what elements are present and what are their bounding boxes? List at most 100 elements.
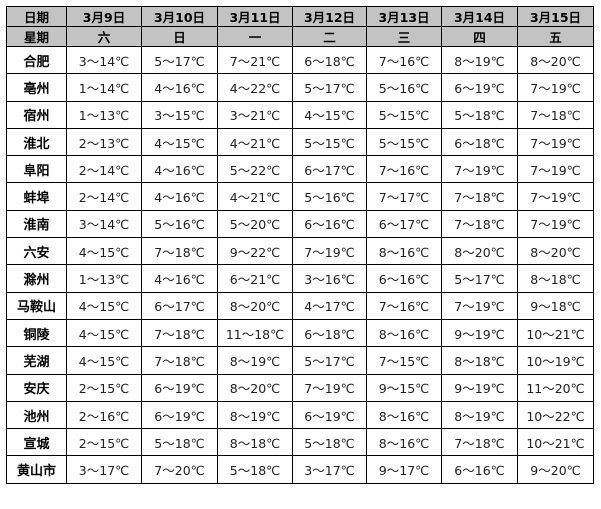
temperature-cell: 1～14℃ <box>66 73 142 102</box>
temperature-cell: 4～15℃ <box>66 318 142 348</box>
temperature-cell: 2～15℃ <box>66 373 142 402</box>
table-row: 宣城 2～15℃ 5～18℃ 8～18℃ 5～18℃ 8～16℃ 7～18℃ 10～21℃ <box>6 428 594 457</box>
city-name: 阜阳 <box>6 155 67 184</box>
temperature-cell: 7～19℃ <box>517 73 594 102</box>
temperature-cell: 8～18℃ <box>217 428 293 457</box>
temperature-cell: 6～18℃ <box>292 45 367 75</box>
temperature-cell: 7～18℃ <box>441 209 518 239</box>
temperature-cell: 7～16℃ <box>366 291 442 320</box>
temperature-cell: 8～19℃ <box>217 400 293 430</box>
temperature-cell: 5～15℃ <box>366 127 442 157</box>
city-name: 淮北 <box>6 127 67 157</box>
temperature-cell: 4～15℃ <box>66 237 142 266</box>
temperature-cell: 8～20℃ <box>441 237 518 266</box>
temperature-cell: 3～14℃ <box>66 45 142 75</box>
temperature-cell: 6～19℃ <box>441 73 518 102</box>
temperature-cell: 9～18℃ <box>517 291 594 320</box>
table-row: 铜陵 4～15℃ 7～18℃ 11～18℃ 6～18℃ 8～16℃ 9～19℃ 10～21℃ <box>6 318 594 348</box>
temperature-cell: 9～15℃ <box>366 373 442 402</box>
temperature-cell: 10～21℃ <box>517 318 594 348</box>
temperature-cell: 3～15℃ <box>141 100 218 129</box>
temperature-cell: 5～17℃ <box>141 45 218 75</box>
temperature-cell: 4～16℃ <box>141 73 218 102</box>
temperature-cell: 6～18℃ <box>292 318 367 348</box>
table-row: 合肥 3～14℃ 5～17℃ 7～21℃ 6～18℃ 7～16℃ 8～19℃ 8～20℃ <box>6 45 594 75</box>
city-name: 宿州 <box>6 100 67 129</box>
table-row: 黄山市 3～17℃ 7～20℃ 5～18℃ 3～17℃ 9～17℃ 6～16℃ 9～20℃ <box>6 455 594 484</box>
date-header-row: 日期 3月9日 3月10日 3月11日 3月12日 3月13日 3月14日 3月15日 <box>6 6 594 27</box>
table-row: 亳州 1～14℃ 4～16℃ 4～22℃ 5～17℃ 5～16℃ 6～19℃ 7～19℃ <box>6 73 594 102</box>
temperature-cell: 6～16℃ <box>366 264 442 293</box>
weekday-header-cell: 一 <box>217 26 293 47</box>
table-row: 淮北 2～13℃ 4～15℃ 4～21℃ 5～15℃ 5～15℃ 6～18℃ 7～19℃ <box>6 127 594 157</box>
weekday-header-cell: 五 <box>517 26 594 47</box>
temperature-cell: 7～21℃ <box>217 45 293 75</box>
table-row: 六安 4～15℃ 7～18℃ 9～22℃ 7～19℃ 8～16℃ 8～20℃ 8～20℃ <box>6 237 594 266</box>
temperature-cell: 5～16℃ <box>141 209 218 239</box>
temperature-cell: 7～16℃ <box>366 45 442 75</box>
temperature-cell: 7～19℃ <box>292 373 367 402</box>
temperature-cell: 5～18℃ <box>217 455 293 484</box>
city-name: 马鞍山 <box>6 291 67 320</box>
temperature-cell: 2～13℃ <box>66 127 142 157</box>
date-header-cell: 3月14日 <box>441 6 518 27</box>
temperature-cell: 5～18℃ <box>141 428 218 457</box>
table-row: 安庆 2～15℃ 6～19℃ 8～20℃ 7～19℃ 9～15℃ 9～19℃ 11～20℃ <box>6 373 594 402</box>
temperature-cell: 4～15℃ <box>292 100 367 129</box>
temperature-cell: 7～18℃ <box>141 318 218 348</box>
temperature-cell: 3～17℃ <box>66 455 142 484</box>
temperature-cell: 5～16℃ <box>292 182 367 211</box>
temperature-cell: 7～15℃ <box>366 346 442 375</box>
city-name: 芜湖 <box>6 346 67 375</box>
temperature-cell: 7～18℃ <box>441 182 518 211</box>
temperature-cell: 8～18℃ <box>441 346 518 375</box>
temperature-cell: 7～18℃ <box>517 100 594 129</box>
temperature-cell: 6～17℃ <box>366 209 442 239</box>
temperature-cell: 4～15℃ <box>141 127 218 157</box>
temperature-cell: 10～21℃ <box>517 428 594 457</box>
weather-forecast-table: 日期 3月9日 3月10日 3月11日 3月12日 3月13日 3月14日 3月15日 星期… <box>6 6 594 484</box>
temperature-cell: 5～17℃ <box>292 346 367 375</box>
city-name: 铜陵 <box>6 318 67 348</box>
temperature-cell: 10～19℃ <box>517 346 594 375</box>
date-header-cell: 3月12日 <box>292 6 367 27</box>
temperature-cell: 8～20℃ <box>217 291 293 320</box>
temperature-cell: 6～16℃ <box>292 209 367 239</box>
temperature-cell: 4～15℃ <box>66 291 142 320</box>
temperature-cell: 7～19℃ <box>441 291 518 320</box>
temperature-cell: 2～14℃ <box>66 155 142 184</box>
temperature-cell: 7～17℃ <box>366 182 442 211</box>
temperature-cell: 3～14℃ <box>66 209 142 239</box>
temperature-cell: 6～19℃ <box>292 400 367 430</box>
table-row: 马鞍山 4～15℃ 6～17℃ 8～20℃ 4～17℃ 7～16℃ 7～19℃ 9～18℃ <box>6 291 594 320</box>
temperature-cell: 1～13℃ <box>66 264 142 293</box>
city-name: 淮南 <box>6 209 67 239</box>
temperature-cell: 7～19℃ <box>517 155 594 184</box>
temperature-cell: 2～15℃ <box>66 428 142 457</box>
temperature-cell: 2～14℃ <box>66 182 142 211</box>
temperature-cell: 4～21℃ <box>217 182 293 211</box>
weekday-header-cell: 二 <box>292 26 367 47</box>
temperature-cell: 6～19℃ <box>141 373 218 402</box>
temperature-cell: 8～20℃ <box>217 373 293 402</box>
temperature-cell: 9～19℃ <box>441 318 518 348</box>
temperature-cell: 6～21℃ <box>217 264 293 293</box>
temperature-cell: 8～18℃ <box>517 264 594 293</box>
temperature-cell: 7～18℃ <box>141 346 218 375</box>
weekday-header-cell: 六 <box>66 26 142 47</box>
city-name: 六安 <box>6 237 67 266</box>
weekday-header-row: 星期 六日一二三四五 <box>6 26 594 47</box>
temperature-cell: 8～16℃ <box>366 400 442 430</box>
date-header-cell: 3月15日 <box>517 6 594 27</box>
city-name: 亳州 <box>6 73 67 102</box>
temperature-cell: 7～16℃ <box>366 155 442 184</box>
date-header-cell: 3月11日 <box>217 6 293 27</box>
temperature-cell: 7～19℃ <box>517 127 594 157</box>
table-row: 池州 2～16℃ 6～19℃ 8～19℃ 6～19℃ 8～16℃ 8～19℃ 10～22℃ <box>6 400 594 430</box>
city-name: 安庆 <box>6 373 67 402</box>
temperature-cell: 4～15℃ <box>66 346 142 375</box>
temperature-cell: 1～13℃ <box>66 100 142 129</box>
temperature-cell: 5～18℃ <box>292 428 367 457</box>
temperature-cell: 5～15℃ <box>366 100 442 129</box>
temperature-cell: 2～16℃ <box>66 400 142 430</box>
